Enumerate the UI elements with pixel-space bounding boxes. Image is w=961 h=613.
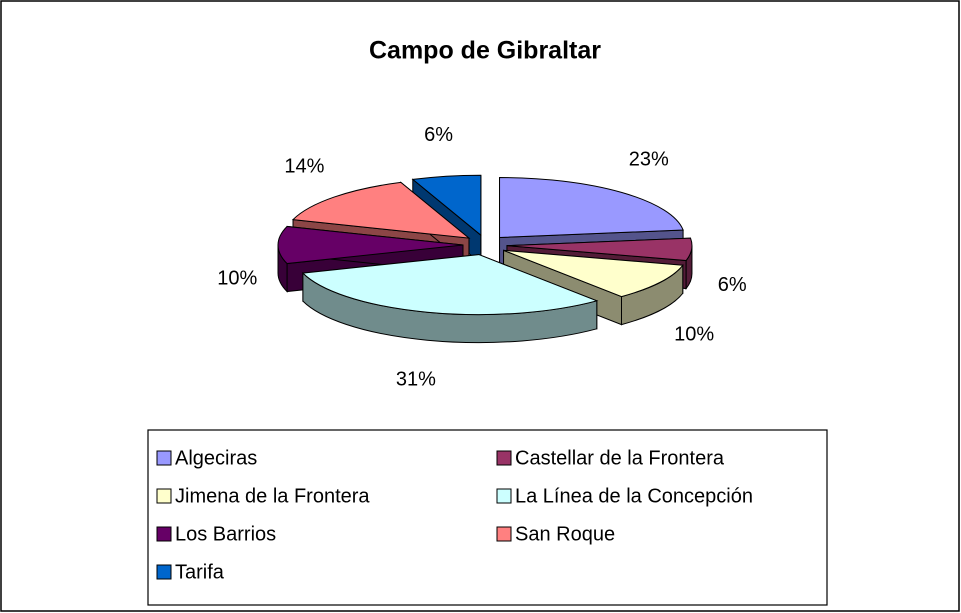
legend-swatch [496,526,512,542]
legend-label: Jimena de la Frontera [175,485,370,507]
slice-top [506,237,693,262]
slice-top [277,225,464,265]
legend-swatch [496,488,512,504]
data-label: 6% [424,124,453,146]
slice-top [291,181,471,239]
legend-label: Tarifa [175,561,225,583]
data-label: 23% [629,148,669,170]
legend-swatch [496,450,512,466]
data-label: 14% [284,155,324,177]
legend-swatch [156,450,172,466]
legend-swatch [156,564,172,580]
data-label: 6% [718,274,747,296]
legend-swatch [156,526,172,542]
legend-label: Los Barrios [175,523,276,545]
slice [301,253,599,344]
chart-title: Campo de Gibraltar [369,37,601,65]
legend-swatch [156,488,172,504]
data-label: 10% [217,267,257,289]
legend-label: San Roque [515,523,615,545]
data-label: 31% [396,368,436,390]
legend-label: Algeciras [175,447,257,469]
data-label: 10% [674,324,714,346]
slice-top [411,174,482,237]
slice-top [503,249,684,298]
legend-label: La Línea de la Concepción [515,485,753,507]
legend-label: Castellar de la Frontera [515,447,725,469]
slice-top [499,177,684,239]
slice-top [301,254,599,316]
legend-box [147,429,828,606]
